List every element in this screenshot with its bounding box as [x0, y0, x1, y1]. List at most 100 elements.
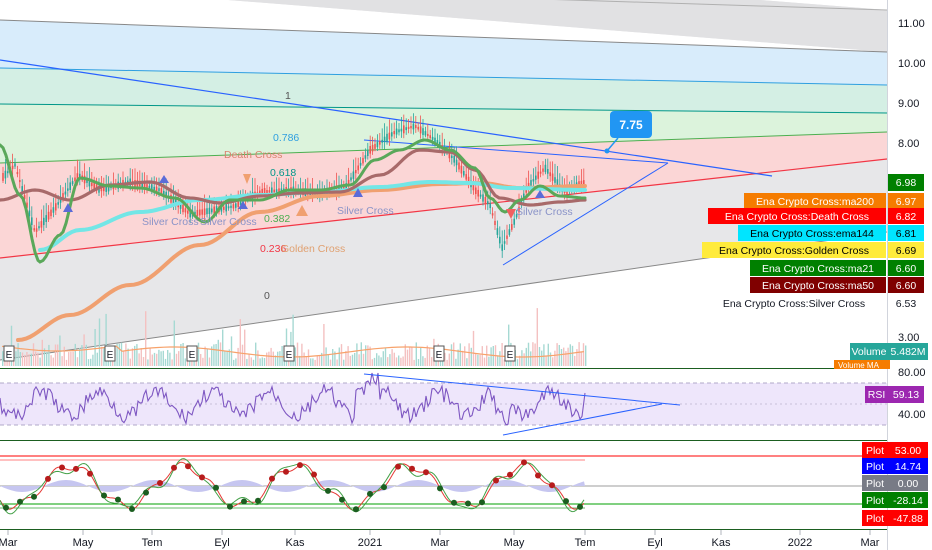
volume-bar [226, 350, 228, 366]
channel-band-lightblue [0, 20, 887, 85]
candle-body [237, 201, 239, 207]
candle-body [2, 173, 4, 181]
volume-bar [167, 350, 169, 366]
osc-histogram [0, 480, 585, 492]
callout-box[interactable] [610, 111, 652, 138]
volume-bar [191, 357, 193, 366]
volume-bar [68, 352, 70, 366]
candle-body [201, 209, 203, 215]
volume-bar [204, 346, 206, 366]
series-legend-label: Ena Crypto Cross:ma21 [762, 263, 874, 275]
series-legend-label-box [702, 295, 886, 311]
volume-bar [541, 350, 543, 366]
earnings-marker[interactable] [433, 345, 445, 362]
volume-bar [332, 349, 334, 366]
time-tick-label: Kas [286, 537, 305, 549]
volume-bar [259, 358, 261, 366]
candle-body [215, 206, 218, 214]
fib-line-0786 [0, 67, 887, 86]
volume-bar [431, 357, 433, 366]
osc-cross-dot [185, 463, 191, 470]
volume-bar [380, 357, 382, 366]
time-axis[interactable]: Mar May Tem Eyl Kas 2021 Mar May Tem Eyl Kas 2022 Ma… [0, 530, 880, 549]
candle-body [88, 179, 91, 187]
candle-body [367, 150, 369, 156]
fib-line-0236 [0, 158, 887, 259]
volume-bar [28, 354, 30, 366]
volume-bar [140, 348, 142, 366]
volume-bar [274, 355, 277, 366]
volume-bar [272, 351, 274, 366]
plot-value: -28.14 [893, 495, 923, 507]
volume-bar [329, 359, 332, 366]
fib-label-0382: 0.382 [264, 213, 290, 225]
fib-label-0786: 0.786 [273, 132, 299, 144]
series-value: 6.81 [896, 228, 917, 240]
osc-cross-dot [437, 485, 443, 492]
time-tick-label: Kas [712, 537, 731, 549]
oscillator-pane [0, 455, 887, 515]
channel-band-green [0, 68, 887, 113]
candle-body [146, 184, 148, 189]
candle-body [479, 194, 482, 197]
volume-bar [580, 351, 582, 366]
volume-bar [266, 352, 268, 366]
candle-body [381, 139, 383, 143]
earnings-marker[interactable] [283, 345, 295, 362]
candle-body [103, 186, 105, 192]
candle-body [417, 126, 419, 130]
candle-body [419, 126, 422, 134]
candle-body [422, 128, 424, 135]
candle-body [220, 206, 223, 212]
volume-bar [398, 355, 400, 366]
volume-bar [349, 355, 351, 366]
series-legend-label-box [750, 277, 886, 293]
candle-body [50, 209, 52, 217]
triangle-bottom-line [502, 162, 669, 266]
volume-bar [563, 347, 565, 366]
series-value-box [888, 260, 924, 276]
series-legend-label-box [708, 208, 886, 224]
candle-body [554, 177, 556, 183]
time-tick-label: Tem [575, 537, 596, 549]
earnings-marker[interactable] [104, 345, 116, 362]
volume-bar [305, 356, 307, 366]
volume-label: Volume [851, 346, 886, 358]
volume-bar [43, 348, 46, 366]
candle-body [544, 164, 547, 173]
volume-bar [382, 351, 384, 366]
earnings-marker[interactable] [3, 345, 15, 362]
series-value-box [888, 242, 924, 258]
osc-cross-dot [17, 498, 23, 505]
osc-cross-dot [227, 503, 233, 510]
volume-bar [547, 343, 549, 366]
candle-body [542, 168, 544, 172]
price-axis[interactable]: 11.00 10.00 9.00 8.00 3.00 80.00 40.00 [898, 18, 926, 421]
volume-bar [145, 311, 147, 366]
candle-body [369, 146, 371, 154]
candle-body [259, 190, 261, 194]
price-tick-1000: 10.00 [898, 58, 926, 70]
candle-body [379, 141, 381, 145]
volume-bar [228, 349, 230, 366]
volume-bar [567, 347, 569, 366]
volume-bar [252, 359, 255, 366]
earnings-marker[interactable] [186, 345, 198, 362]
volume-bar [160, 351, 162, 366]
candle-body [266, 190, 268, 194]
candle-body [477, 189, 479, 197]
volume-value-box [888, 343, 928, 360]
earnings-marker[interactable] [504, 345, 516, 362]
volume-bar [32, 343, 35, 366]
volume-bar [488, 356, 490, 366]
osc-cross-dot [3, 504, 9, 511]
volume-bar [50, 355, 52, 366]
volume-bar [534, 343, 536, 366]
volume-bar [63, 346, 65, 366]
volume-bar [554, 350, 556, 366]
candle-body [405, 127, 407, 131]
rsi-tick-80: 80.00 [898, 367, 926, 379]
candle-body [518, 206, 520, 213]
osc-cross-dot [269, 475, 275, 482]
